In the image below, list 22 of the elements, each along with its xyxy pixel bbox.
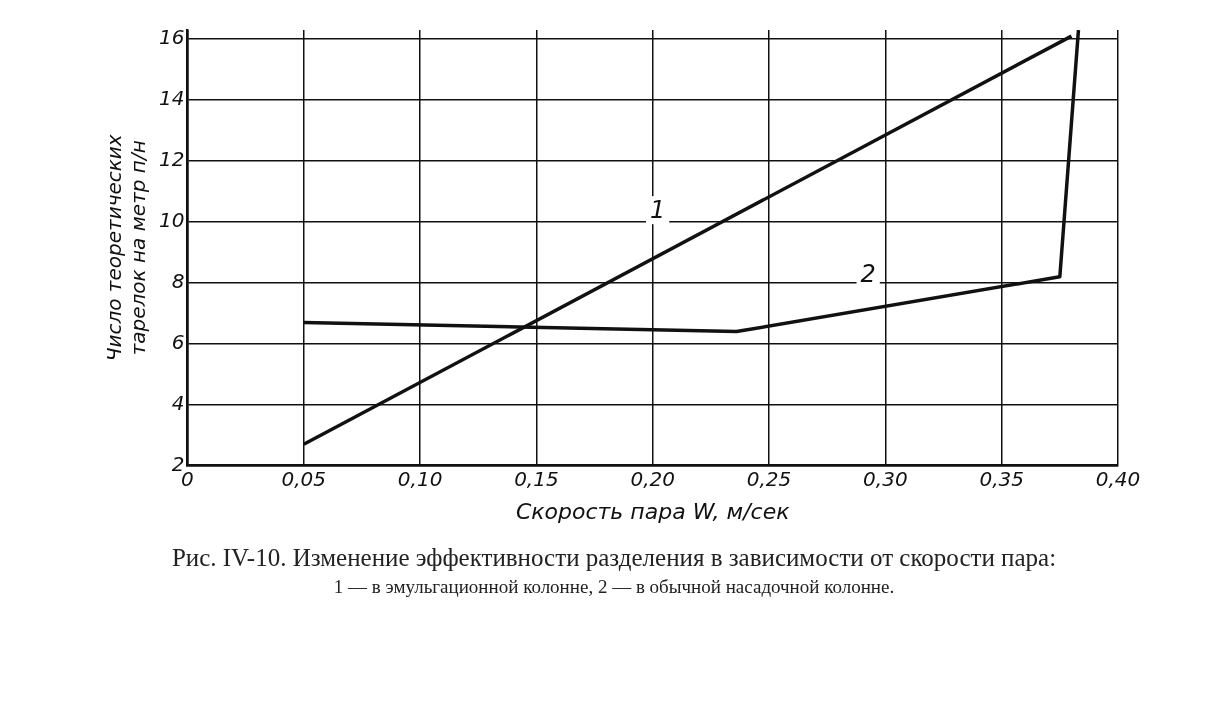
x-tick-label: 0,35	[979, 466, 1024, 491]
series-label: 2	[860, 260, 876, 289]
x-tick-label: 0,15	[514, 466, 559, 491]
y-tick-label: 10	[159, 208, 185, 233]
text: 1 — в эмульгационной колонне, 2 — в обычной насадочной колонне.	[332, 576, 896, 598]
x-tick-label: 0,20	[630, 466, 675, 491]
x-tick-label: 0,40	[1095, 466, 1141, 491]
text: Рис. IV-10. Изменение эффективности разделения в зависимости от скорости пара:	[170, 544, 1058, 572]
series-label: 1	[649, 196, 666, 225]
x-tick-label: 0	[181, 466, 194, 491]
x-axis-title: Скорость пара W, м/сек	[515, 498, 791, 524]
y-tick-label: 16	[159, 25, 185, 50]
y-tick-label: 12	[159, 147, 185, 172]
x-tick-label: 0,05	[281, 466, 327, 491]
x-tick-label: 0,25	[746, 466, 792, 491]
y-tick-label: 6	[171, 329, 185, 354]
y-tick-label: 8	[171, 269, 185, 294]
x-tick-label: 0,30	[863, 466, 908, 491]
y-tick-label: 14	[159, 86, 185, 111]
y-axis-title: Число теоретических тарелок на метр п/н	[102, 134, 151, 362]
x-tick-label: 0,10	[397, 466, 443, 491]
y-tick-label: 4	[171, 390, 185, 415]
